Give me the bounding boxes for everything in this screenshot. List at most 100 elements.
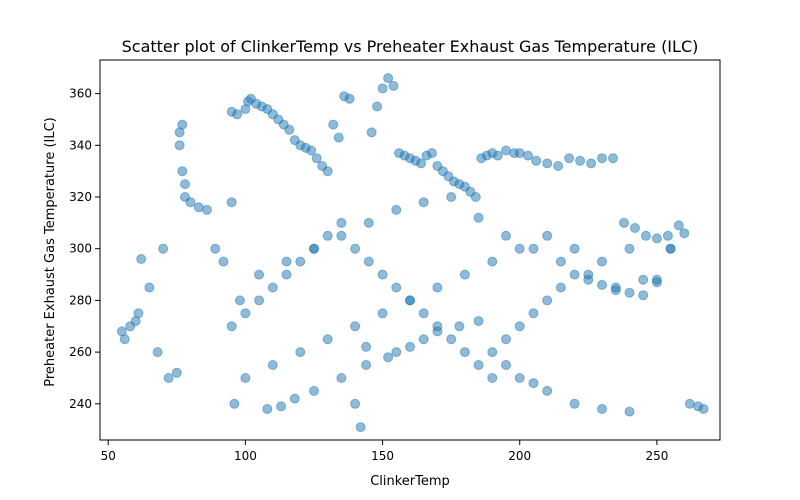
scatter-point: [575, 155, 586, 166]
y-tick-label: 360: [69, 87, 92, 101]
scatter-point: [640, 230, 651, 241]
scatter-point: [514, 243, 525, 254]
scatter-point: [289, 393, 300, 404]
scatter-point: [446, 192, 457, 202]
scatter-point: [366, 127, 377, 138]
scatter-point: [240, 373, 251, 383]
chart-title: Scatter plot of ClinkerTemp vs Preheater…: [122, 37, 699, 56]
scatter-point: [597, 404, 607, 414]
plot-frame: [99, 59, 721, 441]
scatter-point: [473, 212, 484, 223]
scatter-point: [416, 158, 426, 169]
scatter-point: [454, 321, 465, 332]
scatter-point: [163, 373, 174, 383]
scatter-point: [432, 282, 443, 293]
scatter-point: [344, 93, 355, 104]
scatter-point: [651, 277, 662, 288]
scatter-point: [306, 145, 317, 156]
scatter-point: [542, 158, 553, 169]
scatter-point: [405, 341, 415, 352]
scatter-point: [226, 197, 237, 208]
scatter-point: [388, 80, 399, 91]
scatter-point: [152, 347, 163, 358]
y-tick-label: 260: [69, 345, 92, 359]
scatter-point: [487, 347, 498, 358]
scatter-point: [638, 274, 649, 285]
scatter-point: [470, 192, 481, 202]
scatter-point: [679, 228, 690, 239]
scatter-point: [240, 308, 251, 319]
scatter-point: [542, 230, 553, 241]
scatter-point: [597, 256, 607, 267]
scatter-point: [333, 132, 344, 143]
scatter-point: [267, 282, 278, 293]
scatter-point: [202, 204, 212, 215]
scatter-point: [624, 287, 635, 298]
scatter-point: [361, 341, 372, 352]
scatter-point: [630, 223, 640, 233]
scatter-point: [262, 404, 273, 414]
y-tick-label: 280: [69, 293, 92, 307]
scatter-point: [501, 334, 511, 345]
scatter-point: [355, 422, 366, 433]
scatter-point: [528, 243, 539, 254]
scatter-point: [514, 148, 525, 159]
scatter-point: [542, 385, 553, 396]
scatter-point: [336, 230, 347, 241]
scatter-point: [193, 202, 204, 213]
scatter-point: [473, 360, 484, 370]
scatter-point: [377, 308, 388, 319]
scatter-point: [553, 161, 564, 171]
scatter-point: [528, 378, 539, 389]
scatter-point: [514, 373, 525, 383]
scatter-point: [336, 373, 347, 383]
scatter-point: [418, 197, 429, 208]
scatter-point: [426, 148, 437, 159]
scatter-point: [501, 230, 511, 241]
scatter-point: [542, 295, 553, 306]
scatter-point: [377, 269, 388, 280]
scatter-point: [363, 256, 374, 267]
scatter-point: [336, 217, 347, 228]
scatter-point: [267, 360, 278, 370]
scatter-point: [586, 158, 597, 169]
scatter-point: [418, 308, 429, 319]
scatter-point: [363, 217, 374, 228]
scatter-point: [684, 398, 695, 409]
scatter-point: [144, 282, 155, 293]
scatter-point: [254, 269, 265, 280]
scatter-point: [597, 279, 607, 290]
y-axis-label: Preheater Exhaust Gas Temperature (ILC): [43, 117, 58, 387]
y-tick-label: 320: [69, 190, 92, 204]
scatter-point: [177, 119, 188, 130]
scatter-point: [501, 360, 511, 370]
scatter-point: [311, 153, 322, 164]
x-tick-label: 100: [234, 449, 257, 463]
scatter-point: [473, 316, 484, 327]
scatter-point: [372, 101, 383, 112]
scatter-point: [514, 321, 525, 332]
scatter-point: [487, 373, 498, 383]
scatter-point: [418, 334, 429, 345]
scatter-point: [174, 140, 185, 151]
scatter-point: [218, 256, 229, 267]
scatter-point: [651, 233, 662, 244]
y-tick-label: 240: [69, 397, 92, 411]
x-axis-ticks: 50 100 150 200 250: [101, 440, 668, 463]
scatter-point: [276, 401, 287, 412]
scatter-point: [662, 230, 673, 241]
scatter-point: [564, 153, 575, 164]
scatter-point: [295, 347, 306, 358]
scatter-point: [531, 155, 542, 166]
scatter-point: [569, 269, 580, 280]
scatter-point: [377, 83, 388, 94]
scatter-point: [383, 73, 394, 84]
scatter-point: [133, 308, 144, 319]
scatter-point: [180, 179, 190, 190]
scatter-point: [322, 166, 333, 177]
scatter-point: [322, 334, 333, 345]
x-tick-label: 150: [371, 449, 394, 463]
scatter-point: [350, 321, 361, 332]
scatter-point: [328, 119, 339, 130]
